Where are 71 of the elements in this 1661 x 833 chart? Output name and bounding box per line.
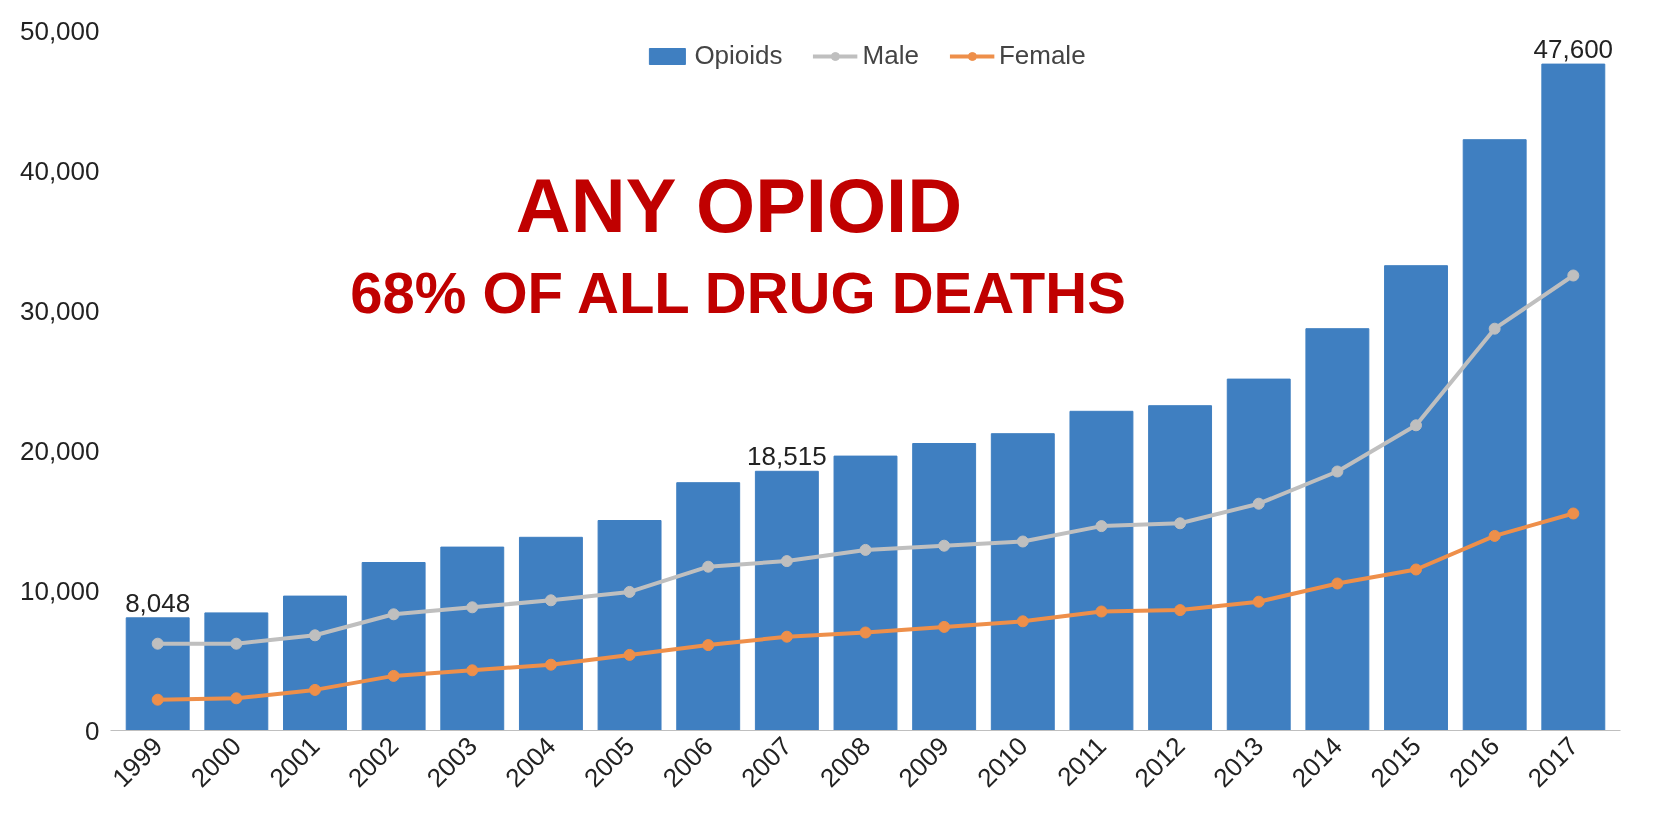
point <box>466 601 479 614</box>
point <box>1488 529 1501 542</box>
point <box>780 555 793 568</box>
data-label: 47,600 <box>1533 34 1614 65</box>
point <box>1174 517 1187 530</box>
bar <box>204 612 269 731</box>
legend-label: Male <box>862 40 919 71</box>
point <box>1410 563 1423 576</box>
bar <box>361 562 426 731</box>
bar <box>1305 328 1370 731</box>
point <box>387 669 400 682</box>
y-tick-label: 0 <box>85 715 100 746</box>
point <box>1252 497 1265 510</box>
bar <box>1541 63 1606 731</box>
point <box>1095 605 1108 618</box>
point <box>702 560 715 573</box>
point <box>623 648 636 661</box>
point <box>859 543 872 556</box>
point <box>308 629 321 642</box>
annotation: 68% OF ALL DRUG DEATHS <box>350 259 1126 325</box>
bar <box>754 470 819 731</box>
point <box>230 692 243 705</box>
point <box>1331 465 1344 478</box>
y-tick-label: 30,000 <box>19 295 100 326</box>
bar <box>1148 405 1213 731</box>
point <box>1331 577 1344 590</box>
point <box>151 693 164 706</box>
point <box>1488 322 1501 335</box>
bar <box>676 482 741 731</box>
legend-label: Opioids <box>694 40 783 71</box>
point <box>1174 604 1187 617</box>
data-label: 8,048 <box>125 587 191 618</box>
y-tick-label: 10,000 <box>19 575 100 606</box>
bar <box>1384 265 1448 731</box>
bar <box>283 595 347 731</box>
point <box>938 539 951 552</box>
point <box>308 683 321 696</box>
point <box>1252 595 1265 608</box>
bar <box>912 443 977 731</box>
point <box>1567 507 1580 520</box>
point <box>1016 535 1029 548</box>
bar <box>440 546 505 731</box>
point <box>151 637 164 650</box>
point <box>1095 520 1108 533</box>
annotation: ANY OPIOID <box>515 163 963 248</box>
legend-label: Female <box>998 40 1086 71</box>
data-label: 18,515 <box>747 441 827 472</box>
bar <box>518 536 583 731</box>
bar <box>597 520 662 731</box>
point <box>702 639 715 652</box>
bar <box>1069 410 1134 731</box>
point <box>1016 615 1029 628</box>
y-tick-label: 40,000 <box>19 155 100 186</box>
point <box>544 594 557 607</box>
point <box>230 637 243 650</box>
point <box>387 608 400 621</box>
bar <box>1462 139 1527 731</box>
point <box>466 664 479 677</box>
bar <box>833 455 898 731</box>
y-tick-label: 50,000 <box>19 15 100 46</box>
point <box>623 585 636 598</box>
point <box>1567 269 1580 282</box>
bar <box>990 433 1055 731</box>
point <box>938 620 951 633</box>
point <box>1410 419 1423 432</box>
point <box>780 630 793 643</box>
bar <box>1226 378 1291 731</box>
y-tick-label: 20,000 <box>19 435 100 466</box>
bar <box>125 617 190 731</box>
point <box>859 626 872 639</box>
point <box>544 658 557 671</box>
